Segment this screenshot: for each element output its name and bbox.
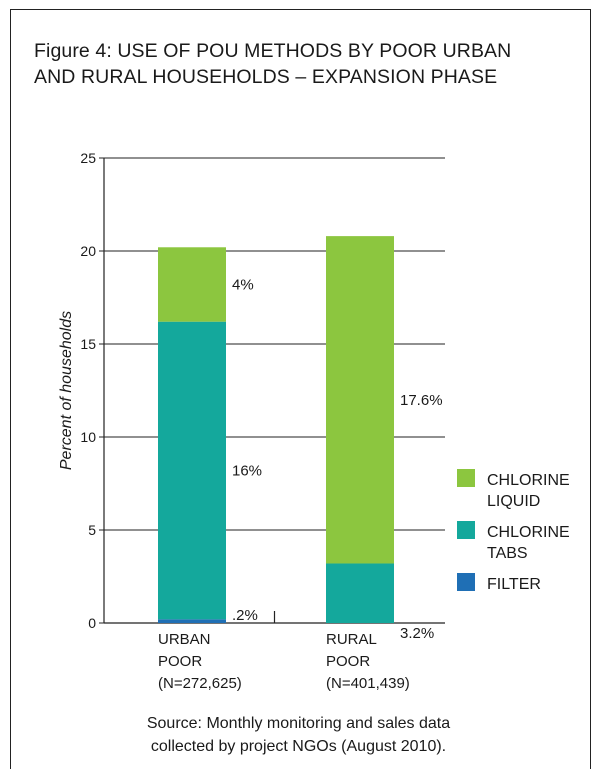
- bar-filter-1: [158, 619, 226, 623]
- data-label-chlorine-tabs-1: 16%: [232, 462, 262, 479]
- x-category-label-1-line-1: URBAN: [158, 631, 211, 648]
- legend-label-chlorine-liquid-line-2: LIQUID: [487, 493, 540, 510]
- source-line-2: collected by project NGOs (August 2010).: [150, 738, 447, 755]
- figure-frame: [10, 9, 591, 769]
- x-category-label-1-line-3: (N=272,625): [158, 675, 242, 692]
- y-tick-label-5: 5: [88, 522, 96, 538]
- y-tick-label-10: 10: [80, 429, 96, 445]
- data-label-filter-1: .2%: [232, 607, 258, 624]
- data-label-chlorine-liquid-2: 17.6%: [400, 392, 443, 409]
- chart-title-line-1: Figure 4: USE OF POU METHODS BY POOR URB…: [34, 40, 512, 62]
- y-tick-label-15: 15: [80, 336, 96, 352]
- legend-swatch-chlorine-tabs: [457, 521, 475, 539]
- source-line-1: Source: Monthly monitoring and sales dat…: [146, 715, 451, 732]
- data-label-chlorine-tabs-2: 3.2%: [400, 625, 434, 642]
- x-category-label-1-line-2: POOR: [158, 653, 202, 670]
- bar-chlorine-liquid-1: [158, 247, 226, 322]
- chart-title: Figure 4: USE OF POU METHODS BY POOR URB…: [34, 38, 574, 90]
- legend-label-chlorine-liquid-line-1: CHLORINE: [487, 472, 570, 489]
- legend-label-filter-line-1: FILTER: [487, 576, 541, 593]
- bar-chlorine-liquid-2: [326, 236, 394, 564]
- legend-swatch-chlorine-liquid: [457, 469, 475, 487]
- chart-title-line-2: AND RURAL HOUSEHOLDS – EXPANSION PHASE: [34, 66, 498, 88]
- legend-label-chlorine-tabs-line-2: TABS: [487, 545, 528, 562]
- source-note: Source: Monthly monitoring and sales dat…: [0, 712, 597, 758]
- legend-swatch-filter: [457, 573, 475, 591]
- x-category-label-2-line-2: POOR: [326, 653, 370, 670]
- y-tick-label-25: 25: [80, 150, 96, 166]
- bar-chlorine-tabs-2: [326, 563, 394, 623]
- bar-chlorine-tabs-1: [158, 321, 226, 620]
- legend-label-chlorine-tabs-line-1: CHLORINE: [487, 524, 570, 541]
- data-label-chlorine-liquid-1: 4%: [232, 276, 254, 293]
- y-axis-label: Percent of households: [58, 311, 75, 470]
- y-tick-label-20: 20: [80, 243, 96, 259]
- y-tick-label-0: 0: [88, 615, 96, 631]
- x-category-label-2-line-1: RURAL: [326, 631, 377, 648]
- x-category-label-2-line-3: (N=401,439): [326, 675, 410, 692]
